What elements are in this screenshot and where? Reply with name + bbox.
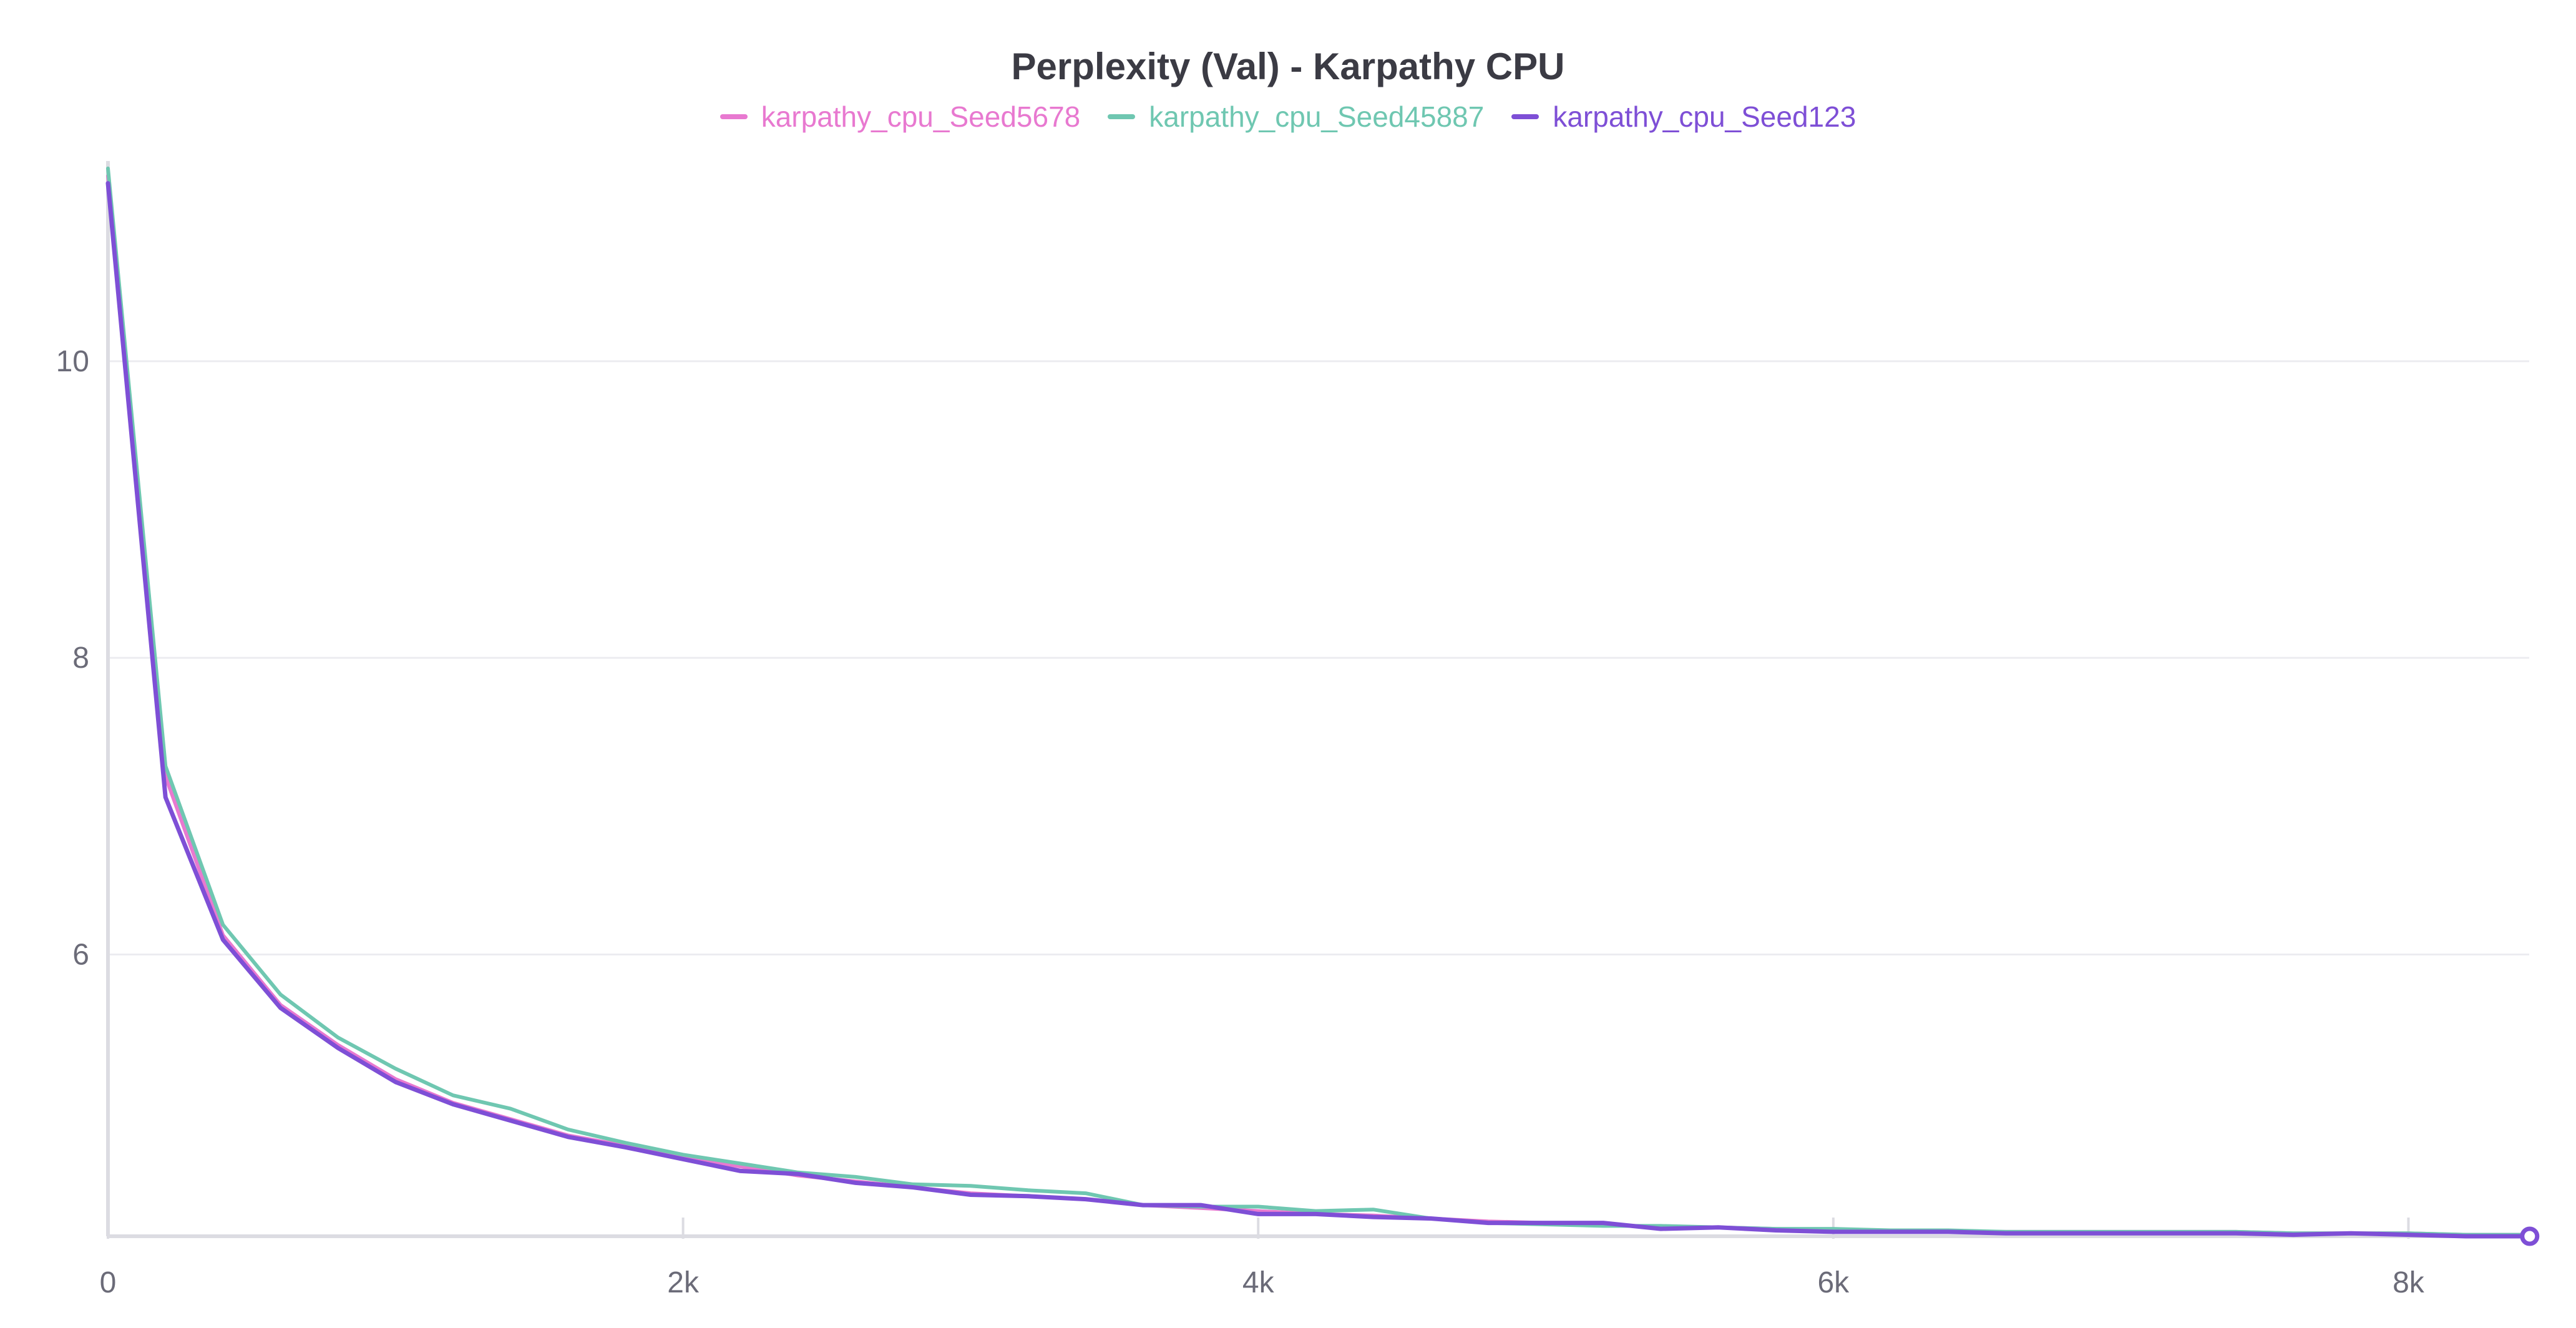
legend-swatch: [720, 114, 748, 119]
x-tick-label: 4k: [1242, 1266, 1275, 1299]
y-tick-label: 6: [72, 938, 89, 971]
legend-swatch: [1511, 114, 1539, 119]
legend-item[interactable]: karpathy_cpu_Seed5678: [720, 100, 1081, 134]
legend-label: karpathy_cpu_Seed45887: [1149, 100, 1485, 133]
y-tick-label: 8: [72, 642, 89, 675]
legend: karpathy_cpu_Seed5678 karpathy_cpu_Seed45…: [0, 100, 2576, 134]
series-end-marker: [2520, 1226, 2540, 1246]
legend-label: karpathy_cpu_Seed5678: [761, 100, 1081, 133]
y-tick-label: 10: [56, 345, 89, 378]
chart-title: Perplexity (Val) - Karpathy CPU: [1011, 46, 1565, 87]
legend-swatch: [1108, 114, 1136, 119]
x-tick-label: 2k: [667, 1266, 700, 1299]
series-line-karpathy_cpu_Seed5678: [106, 173, 2525, 1237]
x-tick-label: 6k: [1817, 1266, 1850, 1299]
legend-item[interactable]: karpathy_cpu_Seed45887: [1108, 100, 1484, 134]
legend-label: karpathy_cpu_Seed123: [1553, 100, 1856, 133]
x-tick-label: 0: [100, 1266, 117, 1299]
series-line-karpathy_cpu_Seed45887: [106, 166, 2525, 1237]
legend-item[interactable]: karpathy_cpu_Seed123: [1511, 100, 1856, 134]
x-tick-label: 8k: [2393, 1266, 2425, 1299]
series-line-karpathy_cpu_Seed123: [105, 181, 2526, 1239]
